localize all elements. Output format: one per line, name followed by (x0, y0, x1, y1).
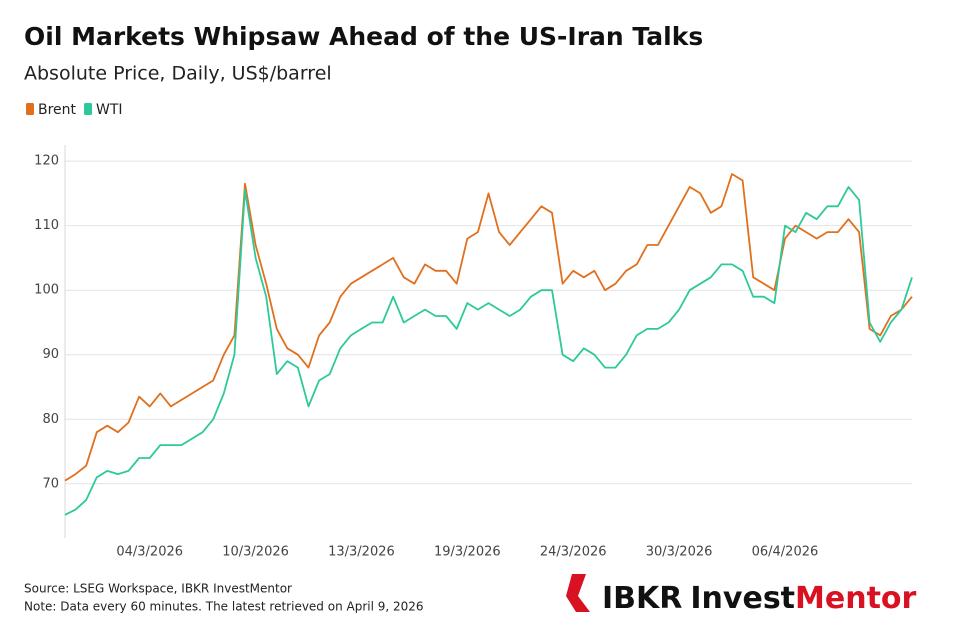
y-tick-label: 100 (34, 283, 59, 298)
x-tick-label: 30/3/2026 (646, 545, 713, 560)
x-tick-label: 13/3/2026 (328, 545, 395, 560)
logo-text: IBKR InvestMentor (602, 581, 917, 616)
logo-word: Mentor (795, 581, 917, 616)
legend-swatch (84, 103, 93, 115)
logo-icon (566, 574, 590, 612)
legend-swatch (26, 103, 34, 115)
series-line (64, 186, 913, 516)
y-tick-label: 80 (42, 412, 59, 427)
x-tick-label: 04/3/2026 (116, 545, 183, 560)
logo-brand: IBKR (602, 581, 682, 616)
y-tick-label: 70 (42, 476, 59, 491)
y-tick-label: 110 (34, 218, 59, 233)
x-tick-label: 24/3/2026 (540, 545, 607, 560)
series-line (64, 173, 913, 482)
logo-word: Invest (690, 581, 795, 616)
legend-label: Brent (38, 102, 77, 118)
note: Note: Data every 60 minutes. The latest … (24, 600, 424, 614)
x-tick-label: 10/3/2026 (222, 545, 289, 560)
y-tick-label: 120 (34, 154, 59, 169)
x-tick-label: 19/3/2026 (434, 545, 501, 560)
logo: IBKR InvestMentor (566, 574, 917, 616)
chart-title: Oil Markets Whipsaw Ahead of the US-Iran… (24, 22, 703, 51)
x-tick-label: 06/4/2026 (752, 545, 819, 560)
source: Source: LSEG Workspace, IBKR InvestMento… (24, 582, 292, 596)
chart-subtitle: Absolute Price, Daily, US$/barrel (24, 63, 332, 85)
y-tick-label: 90 (42, 347, 59, 362)
legend-label: WTI (96, 102, 123, 118)
